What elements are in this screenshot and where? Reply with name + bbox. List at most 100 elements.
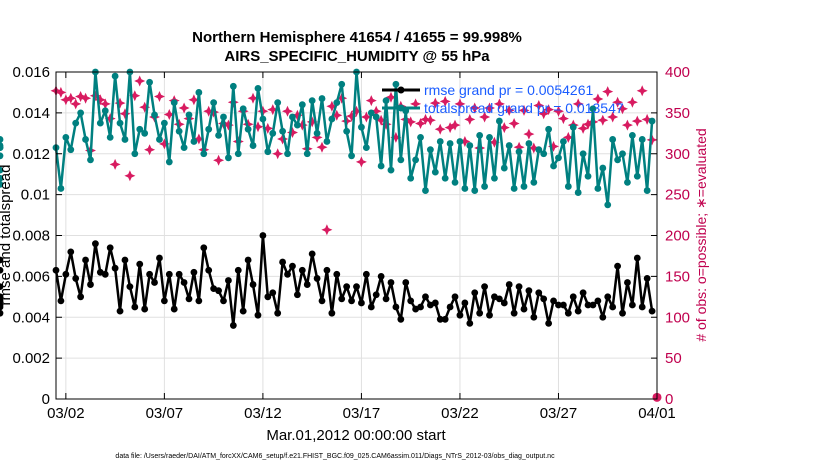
rmse-point [476,309,484,317]
evaluated-count-point [405,116,417,128]
totalspread-point [579,150,587,158]
rmse-point [239,307,247,315]
rmse-point [367,303,375,311]
y-tick-label: 0.004 [12,309,50,326]
y-right-tick-label: 150 [665,268,690,285]
rmse-point [372,291,380,299]
rmse-point [441,315,449,323]
totalspread-point [471,187,479,194]
totalspread-point [525,140,533,147]
evaluated-count-point [469,102,481,114]
evaluated-count-point [360,111,372,123]
totalspread-point [555,154,562,162]
y-right-tick-label: 200 [665,228,690,245]
rmse-point [377,272,385,280]
y-right-tick-label: 400 [665,64,690,81]
totalspread-point [362,144,370,152]
rmse-point [284,270,291,278]
totalspread-point [481,183,488,190]
x-axis-label: Mar.01,2012 00:00:00 start [266,427,446,444]
evaluated-count-point [252,121,264,133]
totalspread-point [298,101,306,109]
x-tick-label: 03/27 [540,405,578,422]
evaluated-count-point [543,104,555,116]
rmse-point [72,275,80,282]
rmse-point [584,301,592,309]
rmse-point [353,283,360,290]
totalspread-point [456,138,464,145]
totalspread-point [249,142,257,149]
chart-title: Northern Hemisphere 41654 / 41655 = 99.9… [192,29,522,46]
rmse-point [358,299,365,307]
evaluated-count-point [336,92,348,104]
totalspread-point [599,164,607,172]
totalspread-point [500,164,508,172]
rmse-point [451,293,459,301]
totalspread-point [318,95,326,102]
totalspread-point [397,156,405,164]
rmse-point [101,270,109,278]
evaluated-count-point [124,170,136,182]
totalspread-point [185,111,193,119]
totalspread-point [0,166,4,174]
rmse-point [417,303,424,311]
totalspread-point [136,125,144,133]
rmse-point [579,289,587,297]
totalspread-point [313,129,321,137]
totalspread-point [87,156,94,164]
evaluated-count-point [636,85,648,97]
evaluated-count-point [479,111,491,123]
evaluated-count-point [60,94,72,106]
evaluated-count-point [365,95,377,107]
totalspread-point [293,121,301,129]
totalspread-point [431,168,439,176]
evaluated-count-point [104,113,116,125]
rmse-point [289,262,296,270]
totalspread-point [220,113,227,121]
evaluated-count-point [380,118,392,130]
totalspread-point [348,152,355,160]
totalspread-point [633,172,641,180]
y-tick-label: 0.006 [12,268,50,285]
rmse-point [648,307,656,315]
evaluated-count-point [94,94,106,106]
x-tick-label: 03/02 [47,405,85,422]
totalspread-point [545,125,553,133]
rmse-point [205,266,213,274]
rmse-point [146,270,153,278]
totalspread-point [550,162,557,170]
evaluated-count-point [70,98,82,110]
totalspread-point [264,148,272,156]
rmse-point [0,266,4,274]
rmse-point [141,305,149,313]
totalspread-point [441,174,449,182]
totalspread-point [0,136,4,143]
legend: rmse grand pr = 0.0054261 totalspread gr… [382,82,624,116]
totalspread-point [82,136,89,143]
evaluated-count-point [493,98,505,110]
rmse-point [229,322,237,329]
evaluated-count-point [375,114,387,126]
evaluated-count-point [316,141,328,153]
evaluated-count-point [119,108,131,120]
evaluated-count-point [464,113,476,125]
totalspread-point [446,140,454,147]
rmse-point [643,275,651,282]
legend-marker-totalspread [397,104,405,112]
evaluated-count-point [592,93,604,105]
y-axis-label: rmse and totalspread [0,165,14,306]
totalspread-point [205,125,213,133]
rmse-point [540,295,548,303]
totalspread-point [151,111,158,119]
rmse-point [471,289,479,297]
x-tick-label: 03/17 [343,405,381,422]
rmse-point [628,301,636,309]
rmse-point [274,309,282,317]
evaluated-count-point [424,114,436,126]
evaluated-count-point [331,109,343,121]
totalspread-point [67,146,75,154]
totalspread-point [648,117,656,125]
rmse-point [387,279,395,286]
evaluated-count-point [508,118,520,129]
evaluated-count-point [646,134,658,146]
